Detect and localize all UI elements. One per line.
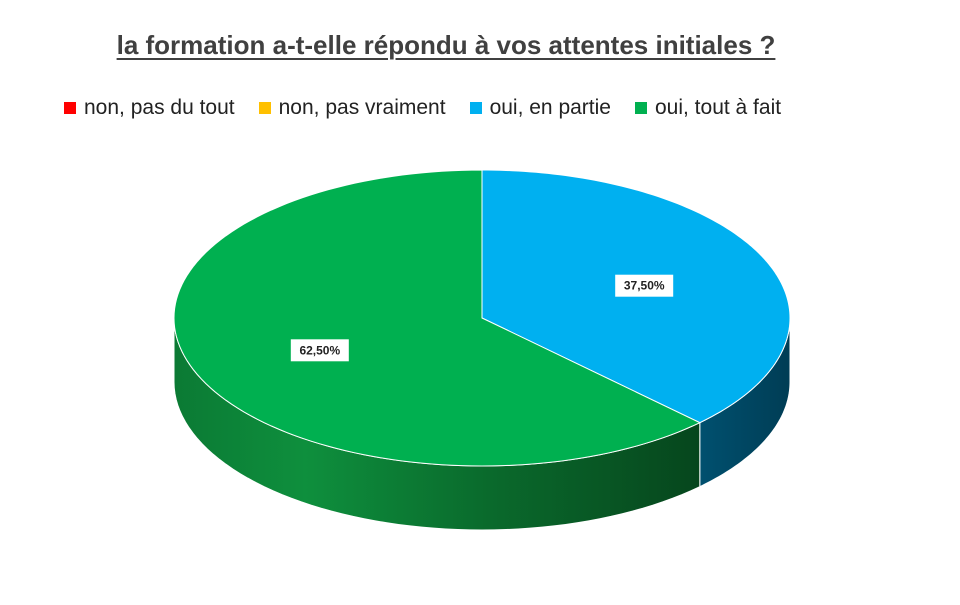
legend-item-non-pas-vraiment: non, pas vraiment	[258, 96, 446, 120]
pie-data-labels: 37,50% 62,50%	[290, 274, 674, 362]
legend-item-non-pas-du-tout: non, pas du tout	[64, 96, 235, 120]
legend-swatch-blue	[469, 102, 482, 114]
legend-swatch-red	[64, 102, 76, 114]
data-label-text: 37,50%	[624, 279, 665, 293]
data-label-text: 62,50%	[299, 343, 340, 357]
data-label-box	[615, 274, 674, 297]
legend-item-oui-en-partie: oui, en partie	[469, 96, 611, 120]
legend-label: oui, tout à fait	[654, 96, 782, 119]
legend-swatch-yellow	[258, 102, 271, 114]
data-label-box	[290, 339, 349, 362]
data-label-2: 37,50%	[615, 274, 674, 297]
legend-swatch-green	[634, 102, 647, 114]
data-label-3: 62,50%	[290, 339, 349, 362]
legend-label: non, pas vraiment	[278, 96, 446, 119]
legend-item-oui-tout-a-fait: oui, tout à fait	[634, 96, 782, 120]
chart-title: la formation a-t-elle répondu à vos atte…	[116, 30, 776, 60]
legend: non, pas du tout non, pas vraiment oui, …	[64, 96, 781, 120]
pie-slice-3	[173, 169, 701, 467]
pie-tops	[173, 169, 791, 467]
legend-label: oui, en partie	[489, 96, 611, 119]
legend-label: non, pas du tout	[84, 96, 235, 119]
